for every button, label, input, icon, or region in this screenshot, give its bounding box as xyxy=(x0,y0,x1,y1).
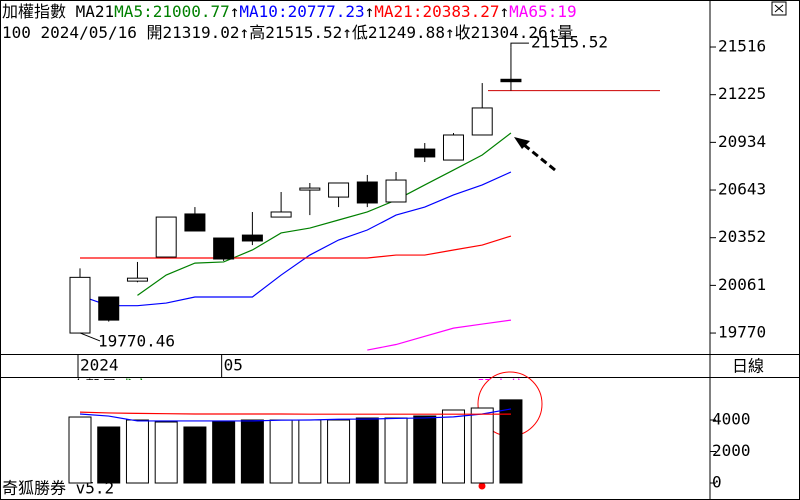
header-text: 股本億:0 xyxy=(477,377,544,396)
y-tick-label: 21225 xyxy=(718,84,766,103)
candle-body xyxy=(500,78,522,83)
volume-bar xyxy=(355,417,379,484)
volume-bar xyxy=(183,426,207,484)
header-text: 加權指數 MA21 xyxy=(2,2,114,21)
header-line: 100 2024/05/16 開21319.02↑高21515.52↑低2124… xyxy=(2,23,573,42)
ma-line xyxy=(79,408,512,422)
header-text: 100 2024/05/16 開21319.02↑高21515.52↑低2124… xyxy=(2,23,573,42)
ma-line xyxy=(79,411,511,415)
header-text: 成交:5279.10 xyxy=(117,377,226,396)
volume-bar xyxy=(327,419,351,484)
header-text: MA10:20777.23 xyxy=(239,2,364,21)
candle-body xyxy=(184,213,206,232)
y-tick-label: 2000 xyxy=(712,441,751,460)
header-text: MA5:21000.77 xyxy=(114,2,230,21)
volume-bar xyxy=(441,409,465,484)
header-text: ↑ xyxy=(500,2,510,21)
header-text: ↑ xyxy=(365,2,375,21)
candle-body xyxy=(299,187,321,191)
volume-bar xyxy=(154,421,178,484)
period-label: 日線 xyxy=(732,357,764,376)
y-tick-label: 20352 xyxy=(718,227,766,246)
volume-bar xyxy=(240,419,264,484)
volume-bar xyxy=(384,417,408,484)
signal-dot xyxy=(478,482,486,490)
header-line: 加權指數 MA21MA5:21000.77↑MA10:20777.23↑MA21… xyxy=(2,2,577,21)
candle-body xyxy=(356,181,378,204)
volume-bar xyxy=(413,415,437,484)
volume-bar xyxy=(68,416,92,484)
volume-bar xyxy=(470,407,494,484)
ma-line xyxy=(367,319,512,351)
arrow-head xyxy=(514,137,530,149)
x-tick-label: 2024 xyxy=(80,356,119,375)
header-text: ↑ xyxy=(230,2,240,21)
annotation: 19770.46 xyxy=(98,331,175,350)
candle-body xyxy=(155,216,177,258)
annotation: 21515.52 xyxy=(531,33,608,52)
x-tick-label: 05 xyxy=(224,356,243,375)
volume-bar xyxy=(97,426,121,484)
candle-body xyxy=(385,179,407,203)
header-text: ↑ xyxy=(227,377,237,396)
y-tick-label: 4000 xyxy=(712,410,751,429)
y-tick-label: 20643 xyxy=(718,180,766,199)
candle-body xyxy=(98,296,120,321)
y-tick-label: 21516 xyxy=(718,37,766,56)
header-text: ↓ xyxy=(467,377,477,396)
volume-bar xyxy=(298,419,322,484)
ma-line xyxy=(137,132,512,296)
y-tick-label: 0 xyxy=(712,473,722,492)
candle-body xyxy=(442,134,464,161)
candle-body xyxy=(241,234,263,242)
candle-body xyxy=(126,277,148,282)
candle-body xyxy=(270,211,292,218)
ma-line xyxy=(79,171,512,307)
annotation-leader xyxy=(510,42,529,48)
volume-bar xyxy=(212,421,236,484)
header-text: MV21:4371.61 xyxy=(352,377,468,396)
header-text: MA21:20383.27 xyxy=(374,2,499,21)
y-tick-label: 20934 xyxy=(718,132,766,151)
header-text: MA65:19 xyxy=(509,2,576,21)
candle-body xyxy=(414,148,436,158)
candle-body xyxy=(69,276,91,334)
header-text: A-M.001攻擊量 xyxy=(2,377,117,396)
header-text: MV5:4700.80 xyxy=(236,377,342,396)
candle-body xyxy=(328,182,350,198)
header-text: ↑ xyxy=(342,377,352,396)
candle-body xyxy=(213,237,235,260)
y-tick-label: 19770 xyxy=(718,323,766,342)
volume-bar xyxy=(269,419,293,484)
header-line: A-M.001攻擊量成交:5279.10↑MV5:4700.80↑MV21:43… xyxy=(2,377,544,396)
y-tick-label: 20061 xyxy=(718,275,766,294)
ma-line xyxy=(80,235,512,259)
volume-bar xyxy=(125,419,149,484)
annotation-leader xyxy=(79,332,101,342)
candle-body xyxy=(471,107,493,136)
volume-bar xyxy=(499,399,523,484)
close-icon xyxy=(774,4,784,13)
